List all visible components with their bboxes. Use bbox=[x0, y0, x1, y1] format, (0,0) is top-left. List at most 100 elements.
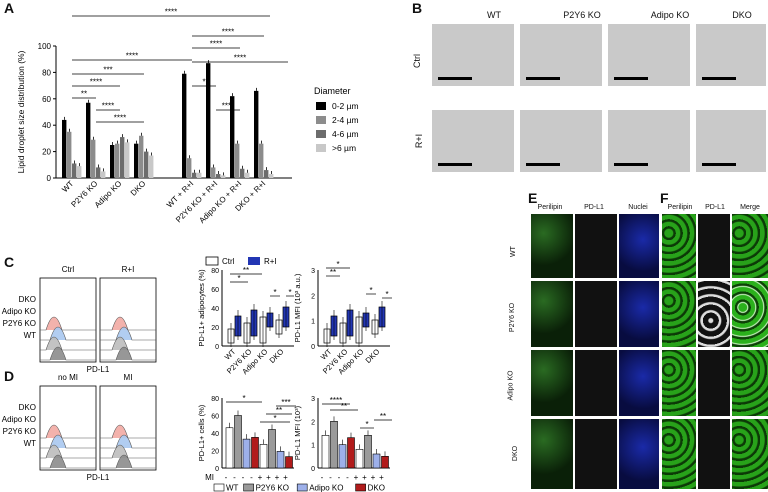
d-bar2-tick: 2 bbox=[311, 419, 315, 426]
panel-label-f: F bbox=[660, 190, 669, 206]
significance-mark: * bbox=[365, 420, 368, 429]
e-row-adipo: Adipo KO bbox=[507, 370, 515, 401]
significance-mark: * bbox=[273, 288, 276, 297]
group-label: DKO bbox=[364, 347, 382, 365]
e-img-2 bbox=[575, 214, 617, 278]
bar bbox=[355, 449, 364, 469]
significance-mark: * bbox=[369, 286, 372, 295]
significance-mark: **** bbox=[330, 396, 342, 405]
d-bar1-tick: 80 bbox=[211, 396, 219, 403]
legend-label: Ctrl bbox=[222, 257, 235, 266]
significance-mark: * bbox=[202, 78, 205, 87]
panel-label-c: C bbox=[4, 254, 15, 270]
f-img-6 bbox=[732, 281, 768, 347]
bar bbox=[254, 90, 259, 178]
micrograph-wt-ctrl bbox=[432, 24, 514, 86]
f-img-12 bbox=[732, 419, 768, 489]
y-tick-label: 40 bbox=[42, 121, 51, 130]
e-img-4 bbox=[531, 281, 573, 347]
histogram-row-label: WT bbox=[24, 439, 37, 448]
significance-mark: *** bbox=[103, 66, 112, 75]
significance-mark: * bbox=[288, 288, 291, 297]
legend-label: >6 µm bbox=[332, 143, 356, 153]
mi-mark: - bbox=[346, 473, 349, 482]
c-box1-ylabel: PD-L1+ adipocytes (%) bbox=[197, 269, 206, 347]
e-row-dko: DKO bbox=[512, 445, 520, 462]
col-label-wt: WT bbox=[487, 10, 501, 20]
significance-mark: * bbox=[273, 414, 276, 423]
legend-label: 2-4 µm bbox=[332, 115, 359, 125]
y-tick-label: 20 bbox=[42, 148, 51, 157]
histogram-curve bbox=[40, 454, 96, 469]
e-img-3 bbox=[619, 214, 659, 278]
bar bbox=[206, 63, 211, 178]
d-bar1-tick: 0 bbox=[215, 466, 219, 473]
micrograph-wt-ri bbox=[432, 110, 514, 172]
histogram-curve bbox=[40, 444, 96, 459]
bar bbox=[115, 143, 120, 178]
histogram-header: R+I bbox=[122, 265, 135, 274]
bar bbox=[182, 73, 187, 178]
bar bbox=[338, 444, 347, 469]
significance-mark: ** bbox=[243, 266, 249, 275]
legend-swatch bbox=[316, 130, 326, 138]
c-box1-tick: 80 bbox=[211, 268, 219, 275]
bar bbox=[62, 119, 67, 178]
micrograph-dko-ctrl bbox=[696, 24, 766, 86]
e-img-10 bbox=[531, 419, 573, 489]
bar bbox=[285, 456, 293, 469]
bar bbox=[86, 102, 91, 178]
significance-mark: *** bbox=[281, 398, 290, 407]
mi-mark: - bbox=[242, 473, 245, 482]
bar bbox=[235, 143, 240, 178]
mi-mark: + bbox=[362, 473, 367, 482]
significance-mark: ** bbox=[330, 268, 336, 277]
significance-mark: **** bbox=[222, 28, 234, 37]
e-col-nuclei: Nuclei bbox=[628, 204, 648, 211]
panel-cd-charts: Ctrl R+I DKO Adipo KO P2Y6 KO WT PD-L1 no MI MI D… bbox=[2, 256, 392, 492]
histogram-row-label: DKO bbox=[19, 295, 36, 304]
bar bbox=[259, 444, 268, 469]
bar bbox=[197, 172, 202, 178]
e-img-7 bbox=[531, 350, 573, 416]
d-bar1-tick: 40 bbox=[211, 431, 219, 438]
histogram-header: Ctrl bbox=[62, 265, 75, 274]
e-img-5 bbox=[575, 281, 617, 347]
f-img-11 bbox=[698, 419, 730, 489]
significance-mark: **** bbox=[126, 52, 138, 61]
bar bbox=[211, 167, 216, 178]
significance-mark: ** bbox=[81, 90, 87, 99]
bar bbox=[77, 166, 82, 178]
histogram-frame bbox=[99, 277, 157, 363]
d-bar1-tick: 60 bbox=[211, 414, 219, 421]
f-col-pdl1: PD-L1 bbox=[705, 204, 725, 211]
c-box2-tick: 3 bbox=[311, 268, 315, 275]
bar bbox=[372, 453, 381, 469]
y-tick-label: 0 bbox=[47, 174, 52, 183]
bar bbox=[234, 415, 242, 469]
bar bbox=[134, 143, 139, 178]
legend-swatch bbox=[205, 256, 219, 266]
bar bbox=[225, 427, 234, 469]
mi-mark: + bbox=[371, 473, 376, 482]
legend-swatch bbox=[316, 116, 326, 124]
e-img-11 bbox=[575, 419, 617, 489]
f-img-3 bbox=[732, 214, 768, 278]
c-box1-tick: 0 bbox=[215, 344, 219, 351]
histogram-xlabel: PD-L1 bbox=[87, 365, 110, 374]
histogram-row-label: Adipo KO bbox=[2, 415, 36, 424]
d-bar1-ylabel: PD-L1+ cells (%) bbox=[197, 404, 206, 461]
bar bbox=[330, 421, 338, 469]
legend-swatch bbox=[355, 483, 366, 492]
histogram-row-label: DKO bbox=[19, 403, 36, 412]
bar bbox=[381, 456, 389, 469]
e-img-6 bbox=[619, 281, 659, 347]
panel-e-immunofluorescence: Perilipin PD-L1 Nuclei WT P2Y6 KO Adipo … bbox=[507, 204, 658, 492]
bar bbox=[242, 438, 251, 469]
x-tick-label: Adipo KO + R+I bbox=[197, 179, 243, 225]
bar bbox=[144, 151, 149, 178]
bar bbox=[230, 96, 235, 178]
x-tick-label: WT bbox=[60, 179, 75, 194]
micrograph-p2y6-ctrl bbox=[520, 24, 602, 86]
histogram-frame bbox=[99, 385, 157, 471]
